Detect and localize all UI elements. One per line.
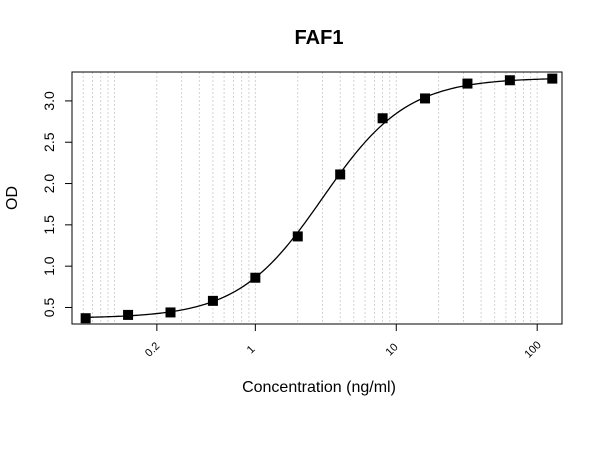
fit-curve (85, 78, 553, 318)
data-point-10 (504, 75, 515, 86)
data-points (80, 73, 558, 324)
chart-title: FAF1 (295, 27, 344, 49)
y-tick-label-4: 2.5 (41, 132, 57, 152)
x-axis-label: Concentration (ng/ml) (242, 379, 396, 396)
y-tick-label-2: 1.5 (41, 215, 57, 235)
data-point-9 (462, 78, 473, 89)
plot-frame (71, 71, 563, 325)
y-tick-label-3: 2.0 (41, 174, 57, 194)
data-point-8 (420, 93, 431, 104)
data-point-2 (165, 307, 176, 318)
x-tick-label-3: 100 (522, 339, 543, 360)
grid (82, 72, 538, 324)
x-tick-label-2: 10 (384, 341, 401, 358)
data-point-7 (377, 113, 388, 124)
data-point-3 (207, 295, 218, 306)
y-tick-label-1: 1.0 (41, 256, 57, 276)
data-point-5 (292, 231, 303, 242)
y-tick-label-5: 3.0 (41, 91, 57, 111)
axes: 0.2 1 10 100 0.5 1.0 1.5 2.0 2.5 3.0 (41, 91, 544, 361)
fit-curve-group (85, 78, 553, 318)
y-axis-label: OD (4, 186, 21, 210)
data-point-0 (80, 313, 91, 324)
x-tick-label-0: 0.2 (143, 340, 162, 359)
data-point-11 (547, 73, 558, 84)
data-point-4 (250, 272, 261, 283)
data-point-1 (123, 309, 134, 320)
y-tick-label-0: 0.5 (41, 298, 57, 318)
data-point-6 (335, 169, 346, 180)
x-tick-label-1: 1 (245, 343, 258, 356)
